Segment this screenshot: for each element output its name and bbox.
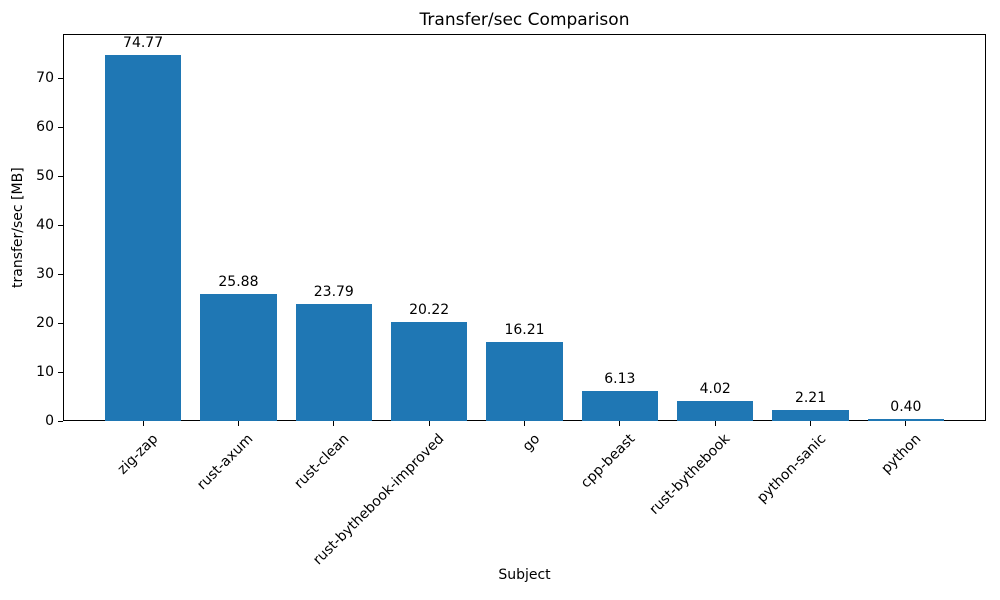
- y-tick-mark: [58, 224, 63, 226]
- bar-python-sanic: [772, 410, 849, 421]
- bar-value-label: 6.13: [604, 370, 636, 387]
- y-tick-mark: [58, 77, 63, 79]
- bar-value-label: 2.21: [794, 390, 827, 407]
- y-tick-label: 30: [36, 266, 54, 283]
- chart-title: Transfer/sec Comparison: [419, 10, 630, 30]
- bar-rust-axum: [200, 294, 277, 421]
- x-axis-label: Subject: [498, 567, 551, 583]
- y-tick-label: 70: [36, 70, 54, 87]
- y-tick-label: 60: [36, 119, 54, 136]
- bar-value-label: 25.88: [218, 274, 259, 291]
- bar-value-label: 16.21: [504, 321, 545, 338]
- bar-rust-bythebook: [677, 401, 754, 421]
- y-tick-mark: [58, 126, 63, 128]
- x-tick-mark: [237, 421, 239, 426]
- bar-cpp-beast: [581, 390, 658, 421]
- bar-value-label: 23.79: [313, 284, 354, 301]
- x-tick-mark: [619, 421, 621, 426]
- bar-value-label: 74.77: [123, 34, 164, 51]
- y-tick-mark: [58, 322, 63, 324]
- y-tick-label: 10: [36, 364, 54, 380]
- bar-zig-zap: [104, 54, 182, 421]
- x-tick-mark: [810, 421, 812, 426]
- y-tick-mark: [58, 371, 63, 373]
- bar-go: [486, 341, 563, 421]
- bar-value-label: 20.22: [409, 301, 450, 318]
- y-tick-label: 0: [45, 413, 54, 429]
- bar-value-label: 0.40: [890, 399, 922, 416]
- y-tick-label: 20: [36, 315, 54, 332]
- bar-rust-clean: [295, 304, 372, 421]
- y-tick-mark: [58, 420, 63, 422]
- x-tick-mark: [333, 421, 335, 426]
- x-tick-mark: [142, 421, 144, 426]
- x-tick-mark: [524, 421, 525, 426]
- bar-rust-bythebook-improved: [391, 321, 468, 421]
- y-tick-mark: [58, 175, 63, 177]
- y-tick-mark: [58, 273, 63, 275]
- y-tick-label: 40: [36, 217, 54, 234]
- bar-python: [867, 419, 945, 421]
- y-tick-label: 50: [36, 168, 54, 185]
- x-tick-mark: [428, 421, 430, 426]
- x-tick-mark: [714, 421, 716, 426]
- bar-value-label: 4.02: [699, 381, 731, 398]
- x-tick-mark: [905, 421, 907, 426]
